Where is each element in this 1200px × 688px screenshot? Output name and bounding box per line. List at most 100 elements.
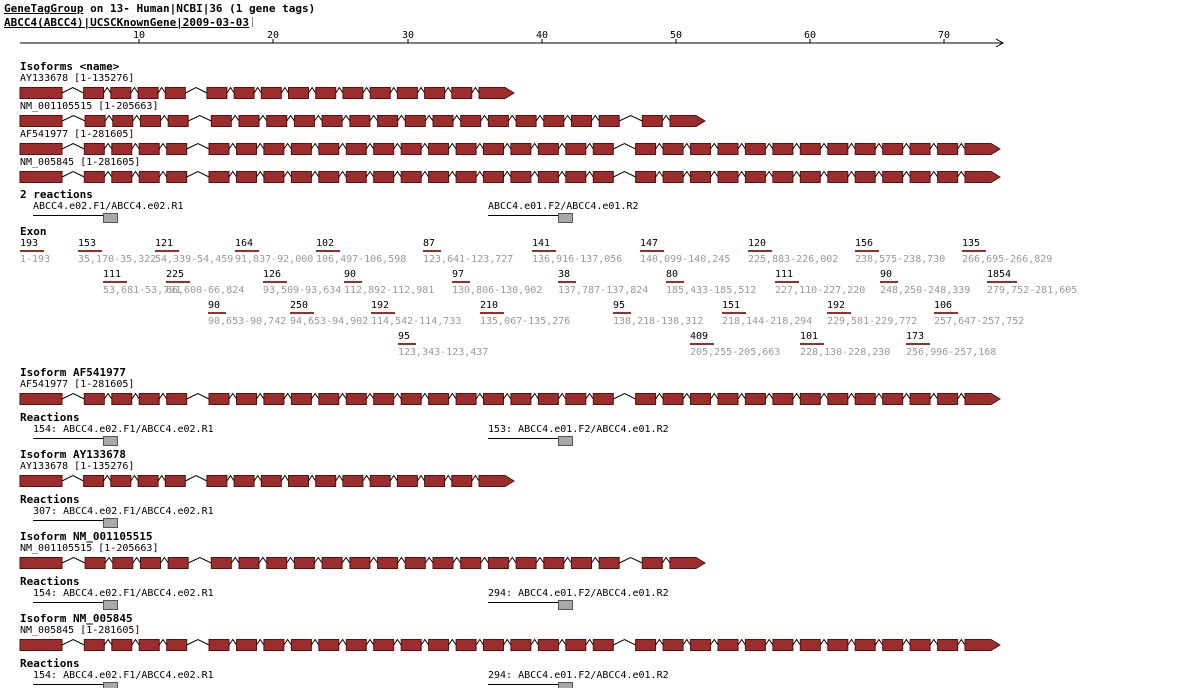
exon-block[interactable]	[19, 171, 63, 183]
exon-block[interactable]	[772, 393, 794, 405]
exon-block[interactable]	[377, 557, 399, 569]
exon-block[interactable]	[290, 171, 312, 183]
exon-block[interactable]	[717, 171, 739, 183]
exon-block[interactable]	[404, 115, 426, 127]
exon-block[interactable]	[290, 639, 312, 651]
exon-block[interactable]	[83, 639, 105, 651]
exon-block[interactable]	[342, 87, 364, 99]
exon-block[interactable]	[537, 171, 559, 183]
exon-block[interactable]	[937, 143, 959, 155]
exon-block[interactable]	[635, 171, 657, 183]
exon-block[interactable]	[460, 557, 482, 569]
exon-block[interactable]	[318, 639, 340, 651]
exon-block[interactable]	[293, 557, 315, 569]
exon-block[interactable]	[396, 475, 418, 487]
exon-block[interactable]	[455, 393, 477, 405]
exon-block[interactable]	[690, 393, 711, 405]
exon-block[interactable]	[424, 87, 446, 99]
exon-block[interactable]	[84, 115, 106, 127]
exon-block[interactable]	[110, 87, 132, 99]
exon-block[interactable]	[404, 557, 426, 569]
exon-block[interactable]	[345, 393, 367, 405]
exon-block[interactable]	[345, 143, 367, 155]
exon-block[interactable]	[455, 143, 477, 155]
exon-block[interactable]	[432, 115, 454, 127]
exon-block[interactable]	[690, 143, 711, 155]
exon-block[interactable]	[483, 639, 504, 651]
exon-block[interactable]	[592, 143, 614, 155]
exon-block[interactable]	[290, 143, 312, 155]
exon-block[interactable]	[210, 115, 232, 127]
exon-block[interactable]	[882, 143, 904, 155]
exon-block[interactable]	[854, 639, 876, 651]
exon-block[interactable]	[138, 393, 160, 405]
exon-block[interactable]	[19, 115, 63, 127]
exon-block[interactable]	[424, 475, 446, 487]
exon-block[interactable]	[288, 87, 309, 99]
exon-block[interactable]	[19, 475, 63, 487]
gene-link[interactable]: ABCC4(ABCC4)|UCSCKnownGene|2009-03-03	[4, 16, 250, 29]
exon-arrow[interactable]	[964, 639, 1001, 651]
exon-block[interactable]	[690, 639, 711, 651]
exon-block[interactable]	[565, 143, 587, 155]
exon-block[interactable]	[206, 87, 228, 99]
exon-block[interactable]	[138, 171, 160, 183]
exon-block[interactable]	[510, 171, 532, 183]
exon-block[interactable]	[543, 557, 565, 569]
exon-block[interactable]	[744, 143, 766, 155]
exon-block[interactable]	[315, 87, 337, 99]
exon-block[interactable]	[455, 639, 477, 651]
exon-block[interactable]	[772, 639, 794, 651]
exon-block[interactable]	[598, 557, 620, 569]
exon-block[interactable]	[882, 171, 904, 183]
exon-block[interactable]	[854, 393, 876, 405]
exon-arrow[interactable]	[964, 393, 1001, 405]
exon-block[interactable]	[937, 639, 959, 651]
gene-tag-group-link[interactable]: GeneTagGroup	[4, 2, 84, 15]
exon-block[interactable]	[290, 393, 312, 405]
exon-block[interactable]	[260, 87, 282, 99]
exon-arrow[interactable]	[478, 475, 515, 487]
exon-block[interactable]	[110, 475, 132, 487]
exon-block[interactable]	[345, 171, 367, 183]
exon-block[interactable]	[690, 171, 711, 183]
exon-block[interactable]	[208, 171, 230, 183]
exon-block[interactable]	[565, 639, 587, 651]
exon-block[interactable]	[208, 143, 230, 155]
exon-block[interactable]	[293, 115, 315, 127]
exon-block[interactable]	[827, 639, 849, 651]
exon-block[interactable]	[238, 557, 260, 569]
exon-block[interactable]	[19, 87, 63, 99]
exon-block[interactable]	[799, 171, 821, 183]
exon-block[interactable]	[717, 143, 739, 155]
exon-block[interactable]	[321, 115, 343, 127]
exon-block[interactable]	[236, 171, 257, 183]
exon-block[interactable]	[451, 475, 473, 487]
exon-block[interactable]	[318, 393, 340, 405]
exon-block[interactable]	[263, 171, 285, 183]
exon-block[interactable]	[19, 557, 63, 569]
exon-block[interactable]	[233, 87, 255, 99]
exon-block[interactable]	[164, 475, 186, 487]
exon-block[interactable]	[167, 557, 189, 569]
exon-block[interactable]	[19, 393, 63, 405]
exon-block[interactable]	[882, 393, 904, 405]
exon-block[interactable]	[537, 393, 559, 405]
exon-block[interactable]	[937, 171, 959, 183]
exon-block[interactable]	[662, 639, 684, 651]
exon-block[interactable]	[263, 639, 285, 651]
exon-block[interactable]	[263, 143, 285, 155]
exon-block[interactable]	[510, 143, 532, 155]
exon-block[interactable]	[83, 171, 105, 183]
exon-block[interactable]	[428, 143, 450, 155]
exon-block[interactable]	[515, 115, 537, 127]
exon-block[interactable]	[487, 557, 509, 569]
exon-block[interactable]	[510, 639, 532, 651]
exon-block[interactable]	[140, 557, 161, 569]
exon-block[interactable]	[233, 475, 255, 487]
exon-block[interactable]	[373, 393, 395, 405]
exon-block[interactable]	[827, 393, 849, 405]
exon-block[interactable]	[400, 639, 422, 651]
exon-block[interactable]	[19, 639, 63, 651]
exon-block[interactable]	[321, 557, 343, 569]
